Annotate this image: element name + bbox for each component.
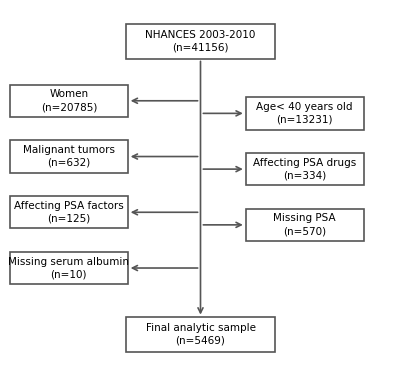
FancyBboxPatch shape <box>246 153 364 185</box>
Text: Missing serum albumin
(n=10): Missing serum albumin (n=10) <box>8 257 130 279</box>
FancyBboxPatch shape <box>126 24 275 58</box>
Text: Final analytic sample
(n=5469): Final analytic sample (n=5469) <box>146 323 255 346</box>
FancyBboxPatch shape <box>10 252 128 284</box>
FancyBboxPatch shape <box>246 97 364 130</box>
Text: Affecting PSA drugs
(n=334): Affecting PSA drugs (n=334) <box>253 158 356 181</box>
Text: Women
(n=20785): Women (n=20785) <box>41 90 97 112</box>
FancyBboxPatch shape <box>126 317 275 352</box>
FancyBboxPatch shape <box>10 140 128 173</box>
Text: Affecting PSA factors
(n=125): Affecting PSA factors (n=125) <box>14 201 124 224</box>
FancyBboxPatch shape <box>10 85 128 117</box>
Text: Missing PSA
(n=570): Missing PSA (n=570) <box>273 214 336 236</box>
Text: Age< 40 years old
(n=13231): Age< 40 years old (n=13231) <box>256 102 353 125</box>
Text: NHANCES 2003-2010
(n=41156): NHANCES 2003-2010 (n=41156) <box>145 30 256 53</box>
FancyBboxPatch shape <box>10 196 128 228</box>
FancyBboxPatch shape <box>246 209 364 241</box>
Text: Malignant tumors
(n=632): Malignant tumors (n=632) <box>23 145 115 168</box>
